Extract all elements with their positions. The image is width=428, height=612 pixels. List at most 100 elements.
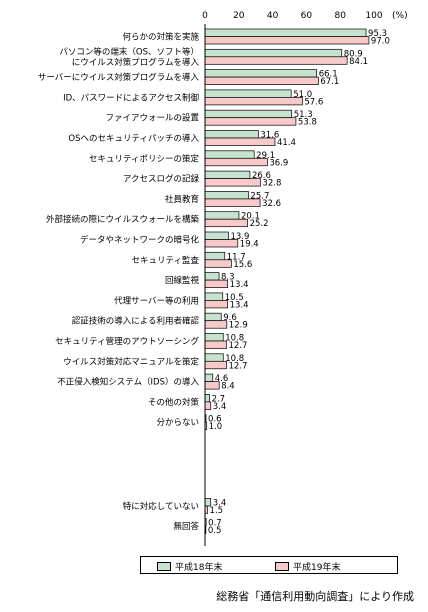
category-label: 認証技術の導入による利用者確認 (72, 316, 200, 327)
bar-value-label: 20.1 (241, 212, 260, 222)
legend-label-h19: 平成19年末 (293, 563, 341, 573)
bar-value-label: 95.3 (368, 29, 387, 39)
category-label: データやネットワークの暗号化 (80, 235, 200, 246)
category-label: 分からない (156, 418, 199, 428)
bar-h18 (204, 373, 214, 382)
x-axis-unit: (%) (392, 11, 408, 21)
bar-h19 (204, 97, 303, 106)
bar-h19 (204, 279, 228, 288)
bar-h18 (204, 353, 224, 362)
category-label: 社員教育 (165, 194, 199, 205)
bar-value-label: 51.3 (294, 110, 313, 120)
bar-h19 (204, 157, 268, 167)
bar-h18 (204, 109, 293, 119)
bar-value-label: 36.9 (269, 158, 288, 168)
bar-h19 (204, 259, 232, 268)
category-label: 代理サーバー等の利用 (114, 295, 199, 306)
bar-h18 (204, 231, 229, 240)
bar-value-label: 80.9 (344, 49, 363, 59)
bar-value-label: 25.2 (250, 219, 269, 229)
bars-group: 95.397.0 80.984.1 66.167.1 51.057.6 51.353.8… (204, 28, 390, 536)
bar-value-label: 53.8 (298, 118, 317, 128)
category-label: その他の対策 (148, 397, 200, 408)
category-labels: 何らかの対策を実施パソコン等の端末（OS、ソフト等）にウイルス対策プログラムを導… (38, 32, 200, 533)
bar-h18 (204, 89, 292, 98)
bar-h18 (204, 130, 259, 139)
legend-item-h19: 平成19年末 (275, 560, 340, 573)
bar-h18 (204, 150, 255, 159)
category-label: ID、パスワードによるアクセス制御 (63, 92, 199, 103)
bar-value-label: 97.0 (371, 37, 390, 47)
bar-value-label: 8.4 (221, 382, 235, 392)
bar-value-label: 13.4 (230, 300, 249, 310)
legend-item-h18: 平成18年末 (157, 560, 222, 573)
bar-h19 (204, 300, 228, 309)
bar-value-label: 13.4 (230, 280, 249, 290)
legend-swatch-h19 (275, 562, 289, 571)
bar-h19 (204, 239, 239, 248)
category-label: OSへのセキュリティパッチの導入 (68, 133, 199, 144)
bar-value-label: 26.6 (252, 171, 271, 181)
bar-value-label: 9.6 (223, 313, 237, 323)
category-label: セキュリティ監査 (132, 255, 200, 266)
bar-h19 (204, 218, 248, 228)
x-tick-label: 60 (301, 11, 313, 21)
x-tick-label: 20 (233, 11, 245, 21)
category-label: サーバーにウイルス対策プログラムを導入 (38, 72, 200, 83)
bar-value-label: 31.6 (260, 131, 279, 141)
bar-value-label: 19.4 (240, 240, 259, 250)
bar-h19 (204, 198, 261, 207)
bar-value-label: 12.9 (229, 321, 248, 331)
bar-value-label: 57.6 (304, 97, 323, 107)
bar-value-label: 2.7 (212, 394, 226, 404)
bar-value-label: 12.7 (228, 361, 247, 371)
bar-h19 (204, 340, 227, 349)
bar-h18 (204, 28, 367, 37)
category-label: セキュリティポリシーの策定 (89, 153, 199, 164)
category-label: 何らかの対策を実施 (122, 32, 199, 43)
bar-value-label: 29.1 (256, 151, 275, 161)
bar-h18 (204, 394, 210, 403)
bar-h19 (204, 401, 212, 410)
bar-h19 (204, 320, 228, 329)
category-label: アクセスログの記録 (123, 174, 200, 185)
bar-value-label: 0.7 (208, 519, 222, 529)
bar-value-label: 4.6 (215, 374, 229, 384)
category-label: 特に対応していない (123, 501, 199, 512)
bar-value-label: 25.7 (250, 191, 269, 201)
legend: 平成18年末 平成19年末 (140, 556, 398, 574)
bar-value-label: 10.8 (225, 354, 244, 364)
x-axis-ticks: 0 20 40 60 80 100 (202, 11, 383, 21)
bar-h18 (204, 69, 318, 78)
bar-h18 (204, 333, 224, 342)
bar-value-label: 0.6 (208, 415, 222, 425)
bar-h18 (204, 312, 222, 322)
bar-value-label: 13.9 (230, 232, 249, 242)
bar-value-label: 10.5 (225, 293, 244, 303)
bar-value-label: 51.0 (293, 90, 312, 100)
bar-value-label: 67.1 (320, 77, 339, 87)
bar-h19 (204, 137, 276, 146)
bar-value-label: 1.5 (210, 506, 224, 516)
bar-value-label: 8.3 (221, 273, 235, 283)
bar-value-label: 32.6 (262, 199, 281, 209)
bar-h19 (204, 76, 319, 85)
bar-value-label: 41.4 (277, 138, 296, 148)
category-label: 回線監視 (165, 275, 200, 286)
category-label: パソコン等の端末（OS、ソフト等） (59, 47, 199, 58)
bar-value-label: 32.8 (262, 179, 281, 189)
bar-h18 (204, 272, 220, 281)
category-label: ファイアウォールの設置 (105, 113, 199, 124)
x-tick-label: 80 (334, 11, 346, 21)
bar-value-label: 11.7 (227, 252, 246, 262)
bar-h18 (204, 48, 343, 58)
bar-h18 (204, 498, 212, 507)
bar-value-label: 1.0 (209, 422, 223, 432)
bar-h19 (204, 117, 297, 126)
bar-value-label: 12.7 (228, 341, 247, 351)
bar-h18 (204, 211, 240, 220)
bar-h19 (204, 360, 227, 370)
bar-h19 (204, 381, 220, 390)
bar-h19 (204, 178, 261, 187)
